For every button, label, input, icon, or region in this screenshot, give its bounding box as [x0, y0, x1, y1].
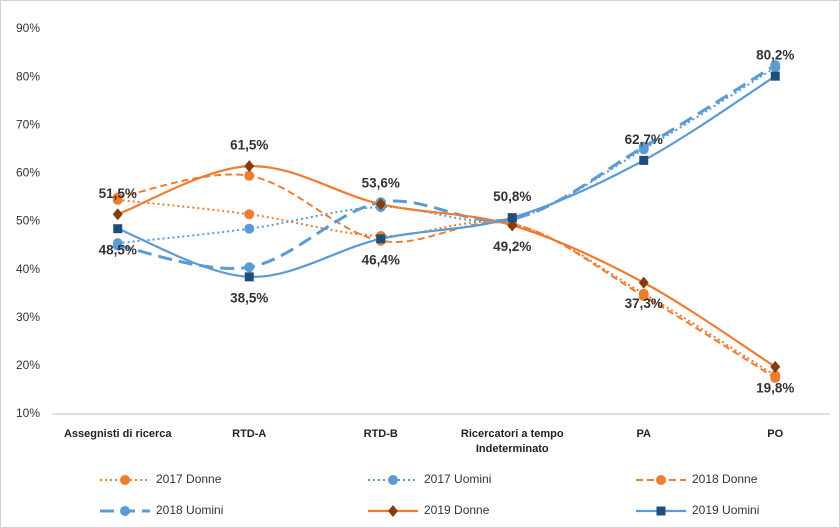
series-line: [117, 173, 776, 379]
y-tick-label: 30%: [16, 310, 40, 324]
value-label: 38,5%: [230, 290, 268, 305]
marker: [120, 475, 130, 485]
marker: [656, 506, 666, 516]
marker: [120, 506, 130, 516]
marker: [638, 291, 649, 302]
marker: [638, 141, 649, 152]
marker: [507, 213, 517, 223]
value-label: 53,6%: [362, 176, 400, 191]
value-label: 80,2%: [756, 48, 794, 63]
x-tick-label: PO: [767, 428, 783, 440]
marker: [113, 224, 123, 234]
legend-item: 2019 Uomini: [636, 503, 759, 517]
value-label: 50,8%: [493, 189, 531, 204]
marker: [112, 192, 123, 203]
legend-item: 2017 Uomini: [368, 472, 491, 486]
legend-item: 2019 Donne: [368, 503, 490, 517]
legend-label: 2018 Uomini: [156, 503, 223, 517]
value-label: 49,2%: [493, 239, 531, 254]
legend-label: 2018 Donne: [692, 472, 758, 486]
value-label: 37,3%: [625, 296, 663, 311]
x-tick-label: PA: [637, 428, 652, 440]
marker: [638, 276, 649, 289]
value-label: 46,4%: [362, 252, 400, 267]
marker: [388, 505, 398, 517]
legend-item: 2018 Uomini: [100, 503, 223, 517]
legend-label: 2019 Uomini: [692, 503, 759, 517]
marker: [112, 208, 123, 221]
value-label: 19,8%: [756, 380, 794, 395]
series-line: [117, 165, 776, 368]
marker: [244, 262, 255, 273]
marker: [770, 60, 781, 71]
marker: [639, 155, 649, 165]
x-tick-label: RTD-A: [232, 428, 266, 440]
marker: [375, 198, 386, 211]
y-tick-label: 60%: [16, 166, 40, 180]
series-line: [117, 66, 776, 245]
x-tick-label: RTD-B: [364, 428, 398, 440]
value-label: 51,5%: [99, 186, 137, 201]
series: [112, 160, 781, 373]
legend-label: 2017 Uomini: [424, 472, 491, 486]
series-line: [117, 75, 776, 278]
y-tick-label: 90%: [16, 21, 40, 35]
value-label: 48,5%: [99, 242, 137, 257]
series-line: [117, 63, 777, 270]
y-tick-label: 80%: [16, 69, 40, 83]
legend-label: 2019 Donne: [424, 503, 490, 517]
marker: [112, 240, 123, 251]
marker: [507, 219, 518, 232]
series-line: [117, 198, 776, 377]
marker: [244, 170, 255, 181]
marker: [244, 209, 255, 220]
marker: [244, 160, 255, 173]
marker: [656, 475, 666, 485]
value-label: 62,7%: [625, 132, 663, 147]
marker: [770, 372, 781, 383]
value-label: 61,5%: [230, 138, 268, 153]
legend-item: 2018 Donne: [636, 472, 758, 486]
y-tick-label: 20%: [16, 358, 40, 372]
marker: [376, 234, 386, 244]
y-tick-label: 40%: [16, 262, 40, 276]
legend-item: 2017 Donne: [100, 472, 222, 486]
series: [113, 71, 780, 282]
marker: [770, 71, 780, 81]
marker: [244, 223, 255, 234]
marker: [388, 475, 398, 485]
y-tick-label: 70%: [16, 117, 40, 131]
y-tick-label: 50%: [16, 214, 40, 228]
x-tick-label: Assegnisti di ricerca: [64, 428, 172, 440]
y-tick-label: 10%: [16, 406, 40, 420]
marker: [244, 272, 254, 282]
marker: [770, 360, 781, 373]
x-tick-label: Ricercatori a tempo Indeterminato: [461, 428, 564, 455]
legend-label: 2017 Donne: [156, 472, 222, 486]
